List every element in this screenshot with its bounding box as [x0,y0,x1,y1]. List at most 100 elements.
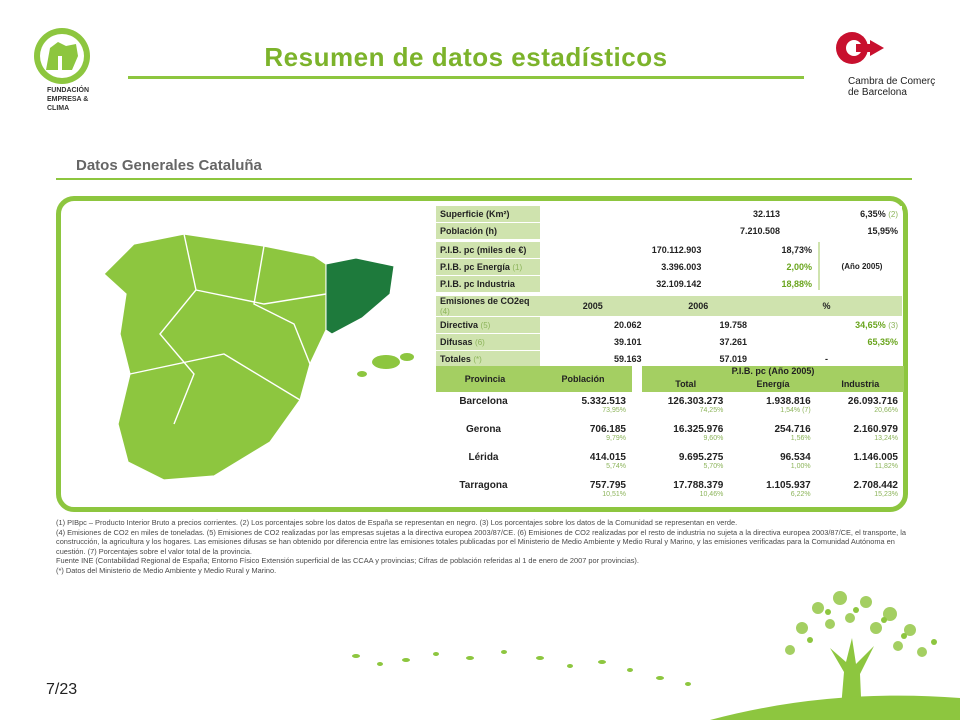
province-name: Barcelona [459,396,508,407]
province-name: Tarragona [459,480,508,491]
logo-line: EMPRESA & [47,96,89,103]
cambra-c-logo-icon [836,32,884,64]
note-ref: (5) [480,321,491,330]
row-pct: 18,88% [705,275,816,293]
data-panel: Datos Generales Cataluña Superficie (Km²… [52,148,918,590]
row-label: Difusas (6) [436,333,540,351]
table-header-row: Total Energía Industria [642,379,904,392]
population-pct: 73,95% [602,407,626,414]
row-value: 37.261 [645,333,752,351]
header-cell: Población [561,374,605,384]
table-row: Tarragona 757.795 10,51% [436,480,632,508]
pib-pct: 9,60% [703,435,724,442]
population-pct: 5,74% [606,463,626,470]
header-cell: Energía [756,379,790,389]
pib-cell: 26.093.716 20,66% [817,396,904,424]
pib-value: 254.716 [774,424,811,435]
pib-pct: 20,66% [874,407,898,414]
pib-value: 2.160.979 [853,424,898,435]
pib-value: 2.708.442 [853,480,898,491]
table-row: 17.788.379 10,46% 1.105.937 6,22% 2.708.44… [642,480,904,508]
pib-cell: 1.146.005 11,82% [817,452,904,480]
row-pct: 6,35% (2) [784,206,902,223]
row-label: Totales (*) [436,350,540,368]
row-pct: 34,65% (3) [751,316,902,334]
table-row: P.I.B. pc (miles de €) 170.112.903 18,73… [436,242,816,259]
label-text: P.I.B. pc Industria [440,279,515,289]
row-value: 32.113 [540,206,784,223]
label-text: Totales [440,354,471,364]
green-tree-illustration-icon [710,591,960,720]
population-value: 706.185 [589,424,626,435]
table-row: Difusas (6) 39.101 37.261 65,35% [436,333,902,351]
population-pct: 10,51% [602,491,626,498]
panel-divider [56,178,912,180]
province-population-table: Provincia Población Barcelona 5.332.513 7… [436,366,632,506]
population-value: 5.332.513 [581,396,627,407]
logo-line: de Barcelona [848,87,907,98]
label-text: P.I.B. pc (miles de €) [440,245,527,255]
year-note: (Año 2005) [818,242,904,290]
pib-pct: 10,46% [699,491,724,498]
spain-map-icon [103,233,414,481]
pib-cell: 126.303.273 74,25% [642,396,729,424]
pib-cell: 1.938.816 1,54% (7) [729,396,816,424]
table-row: P.I.B. pc Industria 32.109.142 18,88% [436,275,816,293]
header-cell: 2005 [540,296,646,317]
footnotes: (1) PIBpc – Producto Interior Bruto a pr… [56,518,912,576]
row-pct: - [751,350,902,368]
pib-pct: 1,54% (7) [780,407,811,414]
pib-value: 1.146.005 [853,452,898,463]
population-value: 757.795 [589,480,626,491]
population-cell: 5.332.513 73,95% [531,396,632,424]
note-ref: (2) [888,210,898,219]
row-label: Población (h) [436,222,540,240]
pib-pct: 5,70% [703,463,724,470]
pib-table: P.I.B. pc (miles de €) 170.112.903 18,73… [436,242,816,293]
header-cell: Industria [841,379,880,389]
pib-pct: 74,25% [699,407,724,414]
label-text: Emisiones de CO2eq [440,296,530,306]
header-cell: 2006 [645,296,752,317]
pib-value: 26.093.716 [847,396,898,407]
table-row: Barcelona 5.332.513 73,95% [436,396,632,424]
pib-value: 1.938.816 [766,396,811,407]
pct-value: 34,65% [855,320,886,330]
pib-pct: 1,00% [790,463,811,470]
pib-cell: 16.325.976 9,60% [642,424,729,452]
province-pib-table: P.I.B. pc (Año 2005) Total Energía Indus… [642,366,904,506]
note-ref: (*) [473,355,482,364]
footnote: Fuente INE (Contabilidad Regional de Esp… [56,556,639,566]
row-label: Superficie (Km²) [436,206,540,223]
row-label: P.I.B. pc (miles de €) [436,242,540,259]
pib-value: 96.534 [780,452,811,463]
pib-table-title: P.I.B. pc (Año 2005) [642,366,904,379]
fundacion-logo-text: FUNDACIÓN EMPRESA & CLIMA [47,86,89,113]
header-label: Emisiones de CO2eq (4) [436,296,540,317]
header-cell: Total [675,379,697,389]
general-table: Superficie (Km²) 32.113 6,35% (2) Poblac… [436,206,902,240]
pib-value: 17.788.379 [673,480,724,491]
population-cell: 414.015 5,74% [531,452,632,480]
table-row: Gerona 706.185 9,79% [436,424,632,452]
table-row: Superficie (Km²) 32.113 6,35% (2) [436,206,902,223]
page-number: 7/23 [46,681,78,698]
note-ref: (6) [475,338,485,347]
pib-cell: 17.788.379 10,46% [642,480,729,508]
footnote: (4) Emisiones de CO2 en miles de tonelad… [56,527,906,556]
pib-pct: 11,82% [874,463,898,470]
page-title: Resumen de datos estadísticos [264,42,668,72]
row-value: 32.109.142 [540,275,706,293]
note-ref: (4) [440,307,450,316]
table-row: Lérida 414.015 5,74% [436,452,632,480]
table-row: P.I.B. pc Energía (1) 3.396.003 2,00% [436,258,816,276]
label-text: P.I.B. pc Energía [440,262,510,272]
row-value: 57.019 [645,350,752,368]
title-underline [128,76,804,79]
header-cell: Provincia [464,374,506,384]
table-row: 9.695.275 5,70% 96.534 1,00% 1.146.005 11,8… [642,452,904,480]
row-label: P.I.B. pc Industria [436,275,540,293]
footnote: (1) PIBpc – Producto Interior Bruto a pr… [56,518,738,527]
note-ref: (3) [888,321,898,330]
province-name: Lérida [468,452,499,463]
